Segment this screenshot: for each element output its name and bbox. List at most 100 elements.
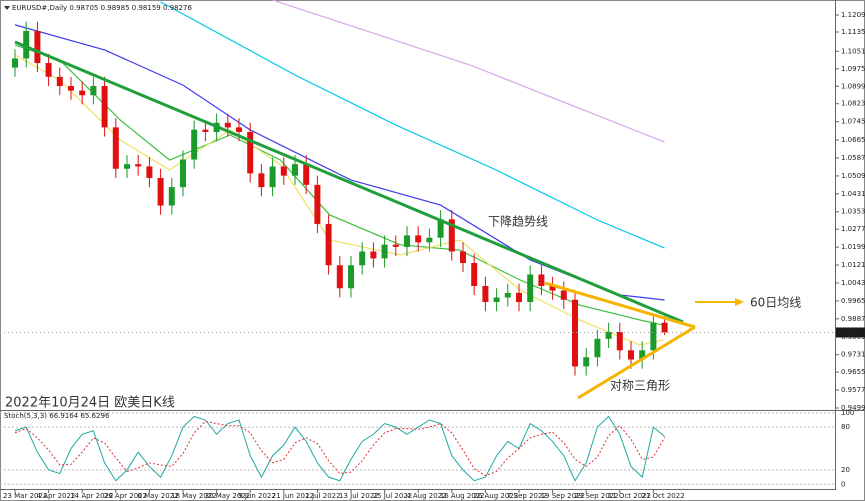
candle-body xyxy=(616,331,623,351)
x-tick-label: 4 Aug 2022 xyxy=(406,492,446,500)
candle-body xyxy=(247,131,254,174)
candle-body xyxy=(124,164,130,169)
candle-body xyxy=(661,322,668,333)
x-tick-label: 30 May 2022 xyxy=(205,492,251,500)
y-tick-label: 1.01210 xyxy=(841,261,865,269)
candle-body xyxy=(146,166,153,178)
candle-body xyxy=(191,129,198,160)
candle-body xyxy=(482,285,489,303)
candle-body xyxy=(628,350,634,360)
candle-body xyxy=(34,30,41,64)
candle-body xyxy=(45,63,52,77)
candle-body xyxy=(437,219,444,238)
moving-average xyxy=(14,44,664,326)
x-tick-label: 6 May 2022 xyxy=(137,492,178,500)
moving-average xyxy=(160,1,665,249)
y-tick-label: 1.05090 xyxy=(841,172,865,180)
x-tick-label: 9 Jun 2022 xyxy=(238,492,276,500)
x-tick-label: 26 Aug 2022 xyxy=(473,492,518,500)
candle-body xyxy=(415,235,422,243)
candle-body xyxy=(68,86,74,91)
candle-body xyxy=(471,262,478,286)
x-tick-label: 21 Oct 2022 xyxy=(641,492,684,500)
candle-body xyxy=(560,290,567,300)
candle-body xyxy=(639,350,646,360)
stoch-main-value: 66.9164 xyxy=(49,412,78,420)
candle-body xyxy=(236,127,242,132)
candle-body xyxy=(549,285,556,291)
candle-body xyxy=(381,244,388,259)
candle-body xyxy=(359,251,366,266)
y-tick-label: 1.01990 xyxy=(841,243,865,251)
candle-body xyxy=(448,219,455,252)
stoch-line xyxy=(14,415,665,482)
y-tick-label: 1.02770 xyxy=(841,225,865,233)
candle-body xyxy=(527,274,534,303)
candle-body xyxy=(157,177,164,206)
high-value: 0.98985 xyxy=(101,4,130,12)
candle-body xyxy=(269,166,276,188)
y-tick-label: 1.07450 xyxy=(841,118,865,126)
trendline xyxy=(14,40,684,324)
header: EURUSD#,Daily 0.98705 0.98985 0.98159 0.… xyxy=(12,4,192,12)
candle-body xyxy=(303,164,310,185)
x-tick-label: 18 May 2022 xyxy=(171,492,217,500)
x-tick-label: 16 Aug 2022 xyxy=(440,492,485,500)
moving-average xyxy=(272,0,665,143)
candle-body xyxy=(314,184,321,224)
x-tick-label: 29 Sep 2022 xyxy=(574,492,618,500)
symbol: EURUSD#,Daily xyxy=(12,4,67,12)
candle-body xyxy=(538,274,545,286)
y-tick-label: 1.06650 xyxy=(841,136,865,144)
triangle-lower xyxy=(577,325,696,400)
candle-body xyxy=(90,86,97,96)
candle-body xyxy=(493,297,500,303)
y-tick-label: 80 xyxy=(841,423,850,431)
candle-body xyxy=(258,173,265,188)
y-tick-label: 1.08990 xyxy=(841,82,865,90)
candle-body xyxy=(426,237,433,243)
y-tick-label: 1.10510 xyxy=(841,47,865,55)
x-tick-label: 19 Sep 2022 xyxy=(541,492,585,500)
candle-body xyxy=(168,187,175,206)
candle-body xyxy=(572,299,578,367)
x-tick-label: 26 Apr 2022 xyxy=(104,492,147,500)
candle-body xyxy=(79,90,86,96)
candle-body xyxy=(404,235,410,247)
x-tick-label: 13 Jul 2022 xyxy=(339,492,379,500)
y-tick-label: 1.09750 xyxy=(841,65,865,73)
arrow-head xyxy=(735,298,744,306)
candle-body xyxy=(583,357,590,367)
stoch-title: Stoch(5,3,3) xyxy=(4,412,47,420)
caption: 2022年10月24日 欧美日K线 xyxy=(5,396,175,411)
candle-body xyxy=(594,338,601,358)
candle-body xyxy=(325,223,332,266)
candle-body xyxy=(12,58,18,68)
candle-body xyxy=(280,166,287,176)
annotation: 60日均线 xyxy=(750,296,801,310)
candle-body xyxy=(370,251,377,259)
candle-body xyxy=(112,127,119,169)
candle-body xyxy=(516,292,522,303)
close-value: 0.98276 xyxy=(163,4,192,12)
y-tick-label: 1.04310 xyxy=(841,190,865,198)
x-tick-label: 14 Apr 2022 xyxy=(70,492,113,500)
low-value: 0.98159 xyxy=(132,4,161,12)
y-tick-label: 1.12090 xyxy=(841,11,865,19)
candle-body xyxy=(202,129,209,132)
candle-body xyxy=(23,30,30,59)
header-icon xyxy=(4,6,10,10)
x-tick-label: 1 Jul 2022 xyxy=(305,492,340,500)
candle-body xyxy=(392,244,399,247)
price-marker xyxy=(836,327,865,338)
y-tick-label: 20 xyxy=(841,466,850,474)
